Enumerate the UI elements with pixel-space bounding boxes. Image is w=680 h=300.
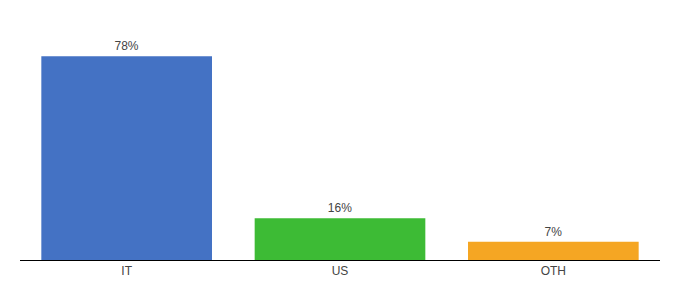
svg-text:OTH: OTH [541,264,566,278]
svg-text:7%: 7% [544,225,562,239]
svg-text:US: US [332,264,349,278]
svg-text:16%: 16% [328,201,352,215]
svg-text:IT: IT [121,264,132,278]
svg-text:78%: 78% [114,39,138,53]
